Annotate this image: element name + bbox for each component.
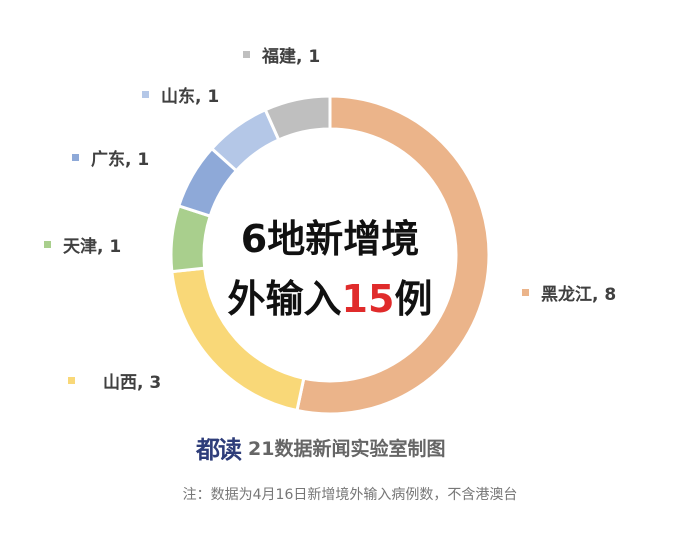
logo: 都读 [196, 436, 242, 464]
legend-label-heilongjiang: 黑龙江, 8 [522, 280, 616, 305]
legend-swatch [44, 241, 51, 248]
legend-label-shanxi: 山西, 3 [68, 368, 161, 393]
slice-5 [263, 94, 332, 142]
center-title-line1: 6地新增境 [240, 217, 420, 261]
legend-swatch [68, 377, 75, 384]
legend-swatch [522, 289, 529, 296]
total-highlight: 15 [341, 277, 395, 321]
legend-label-fujian: 福建, 1 [243, 42, 320, 67]
legend-swatch [142, 91, 149, 98]
legend-swatch [243, 51, 250, 58]
legend-label-guangdong: 广东, 1 [72, 145, 149, 170]
footnote: 注：数据为4月16日新增境外输入病例数，不含港澳台 [182, 487, 518, 503]
center-title-line2: 外输入15例 [227, 277, 433, 321]
credit: 都读 21数据新闻实验室制图 [196, 430, 445, 465]
legend-swatch [72, 154, 79, 161]
legend-label-tianjin: 天津, 1 [44, 232, 121, 257]
legend-label-shandong: 山东, 1 [142, 82, 219, 107]
slice-0 [295, 94, 491, 416]
